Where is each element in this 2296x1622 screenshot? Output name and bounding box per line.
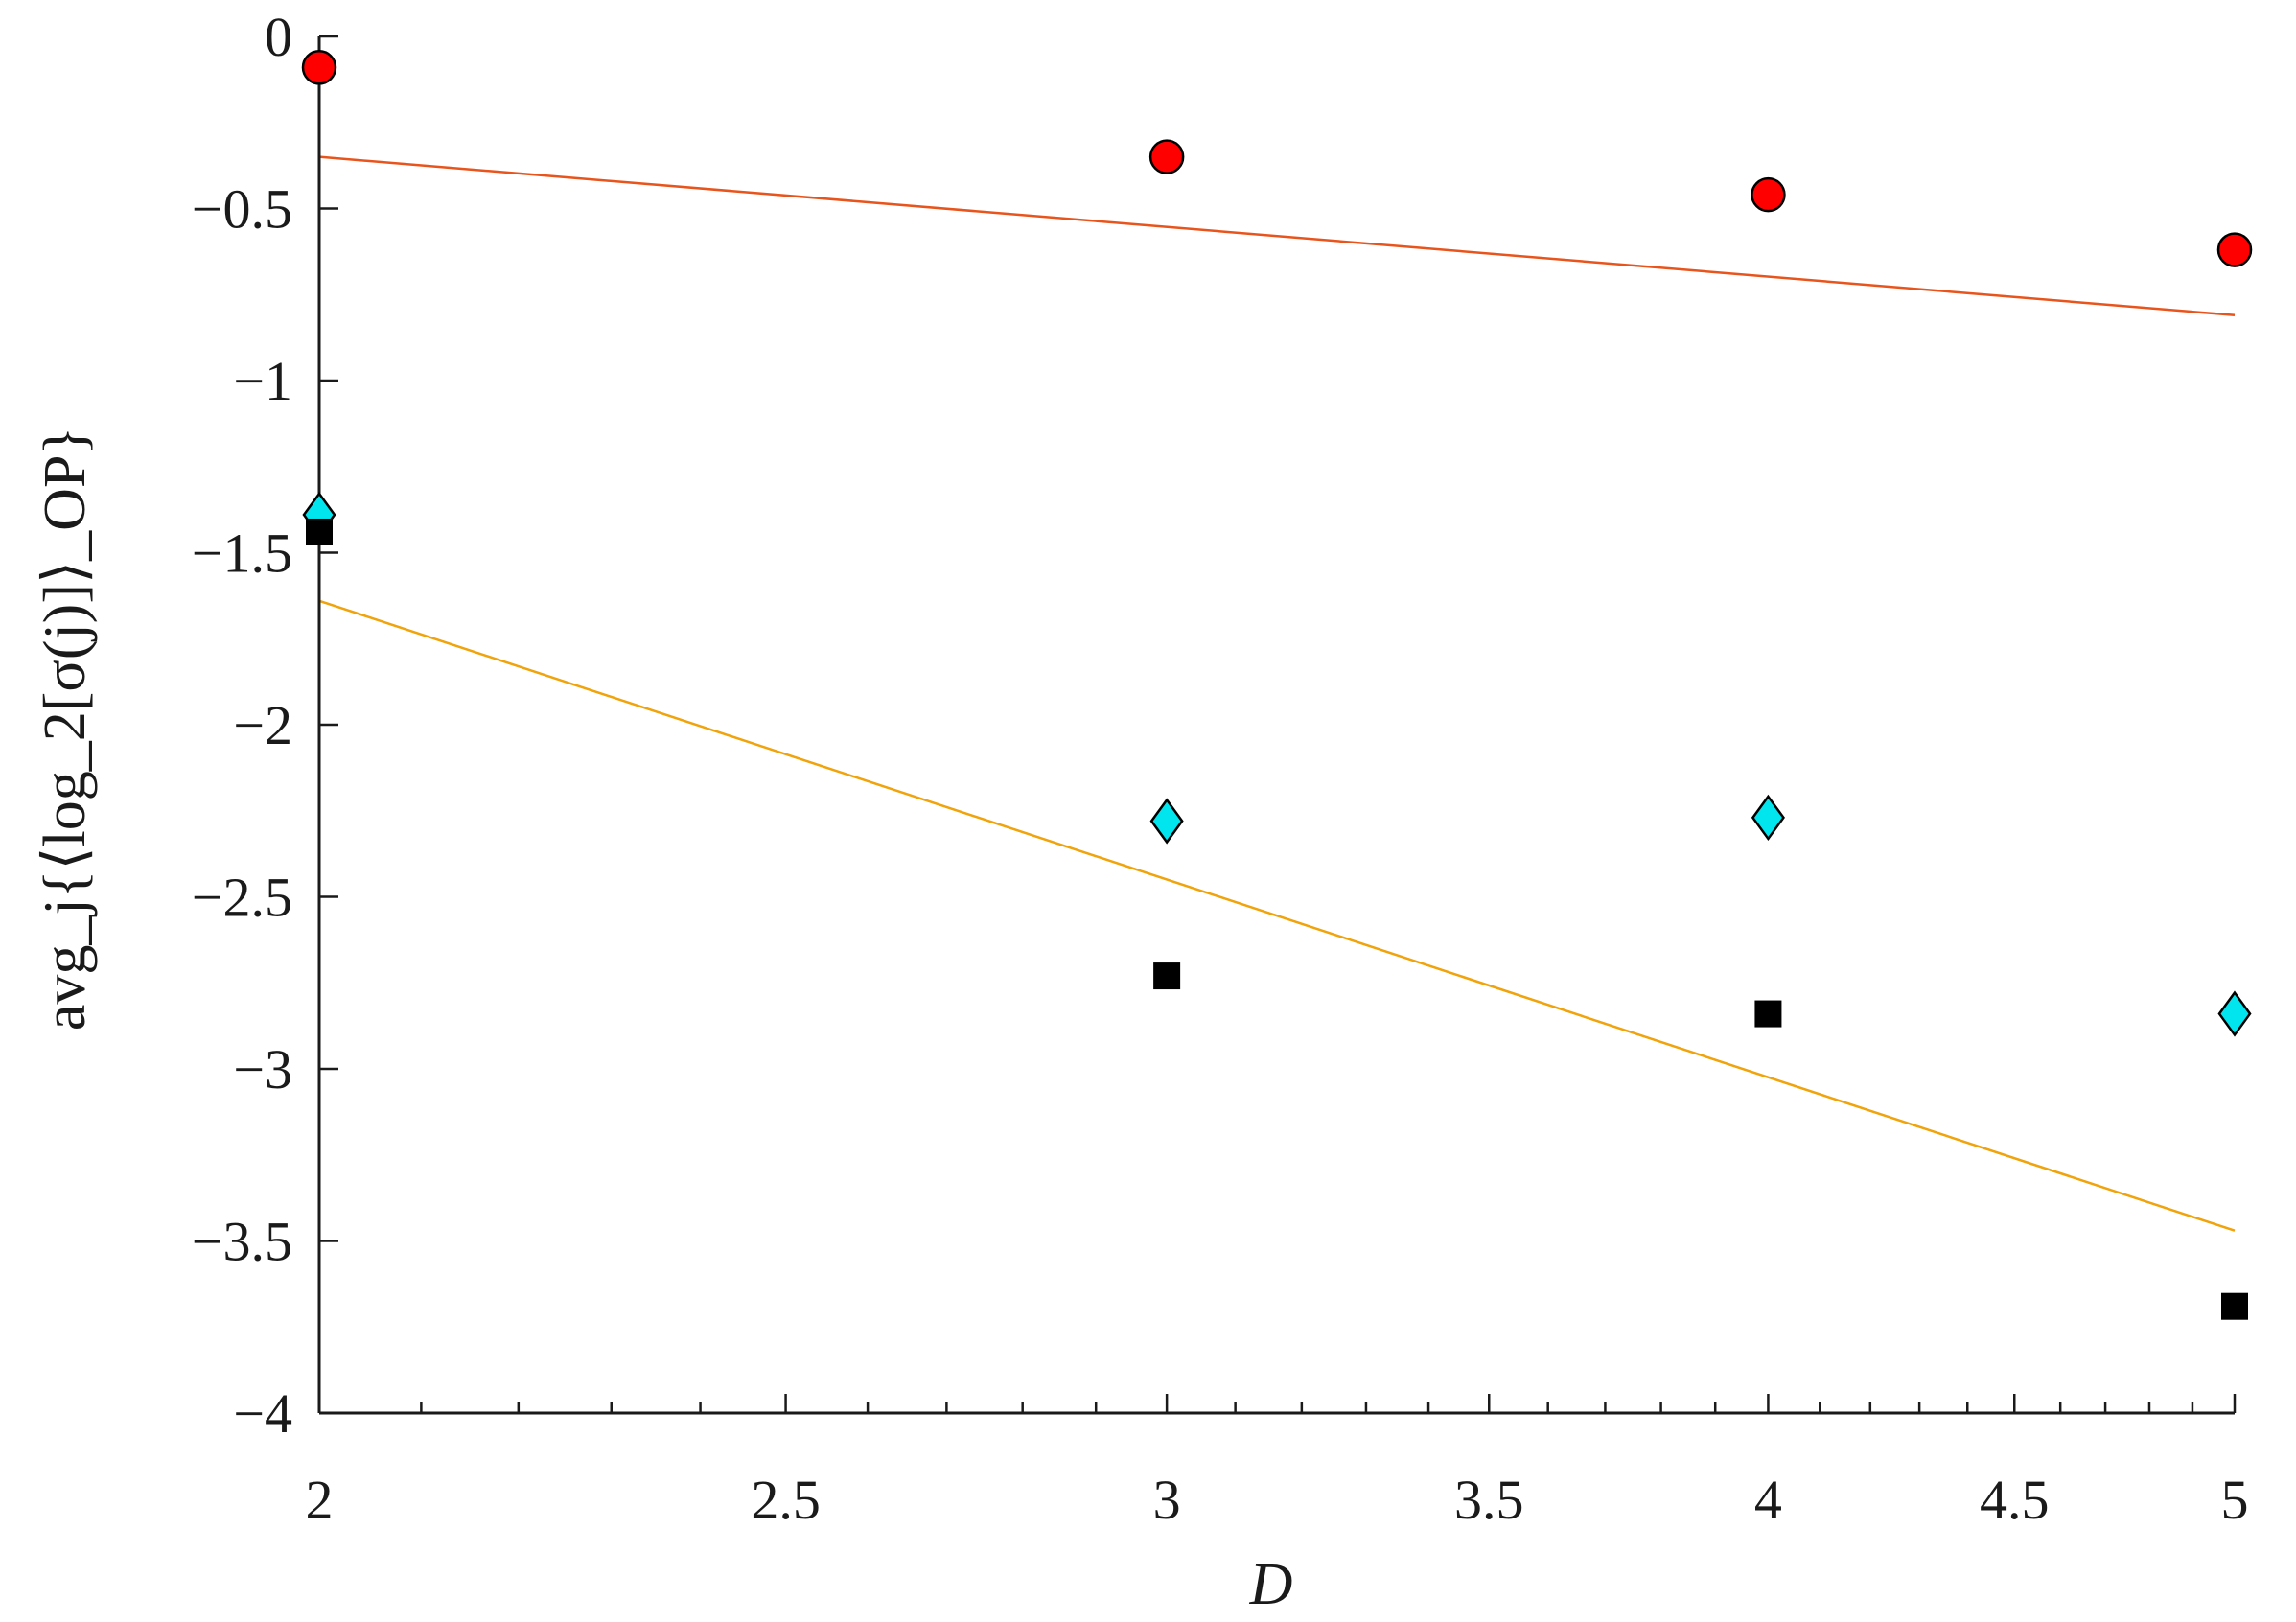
x-tick-label: 4 [1754,1469,1782,1531]
x-tick-label: 3.5 [1454,1469,1524,1531]
circle-marker [1751,176,1786,213]
data-points [301,50,2253,1320]
y-tick-label: −3.5 [192,1211,292,1273]
square-marker [1153,962,1181,990]
diamond-marker [1149,798,1184,845]
fit-lines [318,155,2236,1232]
diamond-marker [2217,990,2252,1037]
circle-marker [2216,232,2253,267]
x-ticks: 2 2.5 3 3.5 4 4.5 5 [306,1394,2249,1531]
x-axis-label: D [1249,1552,1293,1617]
fit-line-1 [318,155,2236,317]
x-tick-label: 3 [1153,1469,1181,1531]
y-ticks: 0 −0.5 −1 −1.5 −2 −2.5 −3 −3.5 −4 [192,6,338,1445]
y-tick-label: −1 [233,350,292,412]
square-marker [2221,1292,2248,1320]
y-tick-label: −4 [233,1382,292,1445]
diamond-marker [1751,794,1785,842]
y-tick-label: −2.5 [192,867,292,929]
fit-line-2 [318,599,2236,1232]
circle-marker [301,50,337,85]
x-tick-label: 2 [306,1469,334,1531]
axes [317,36,2235,1415]
x-tick-label: 4.5 [1980,1469,2050,1531]
y-tick-label: −0.5 [192,178,292,241]
x-tick-label: 5 [2221,1469,2249,1531]
circle-marker [1148,139,1185,174]
square-marker [1754,1000,1782,1028]
square-marker [306,518,333,545]
y-tick-label: −2 [233,694,292,756]
y-tick-label: 0 [265,6,292,68]
y-tick-label: −3 [233,1038,292,1101]
y-tick-label: −1.5 [192,522,292,585]
x-tick-label: 2.5 [751,1469,821,1531]
y-axis-label: avg_j{⟨log_2[σ(j)]⟩_OP} [33,427,98,1031]
